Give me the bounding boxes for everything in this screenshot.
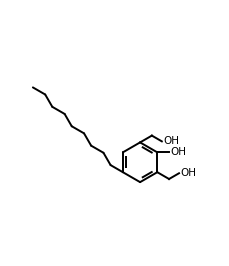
Text: OH: OH [170, 147, 186, 157]
Text: OH: OH [180, 168, 196, 178]
Text: OH: OH [163, 136, 179, 146]
